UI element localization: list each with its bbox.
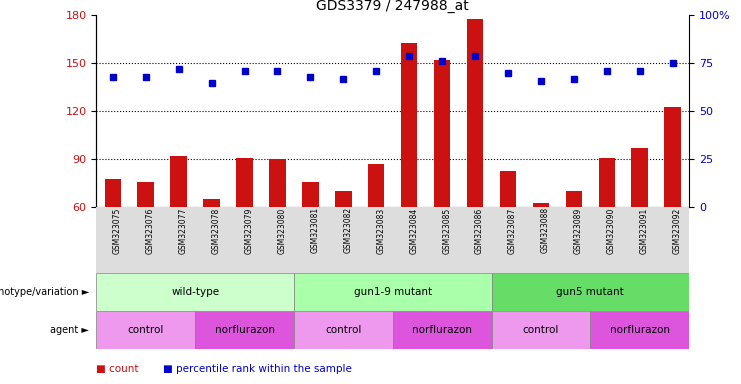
Text: GSM323080: GSM323080 bbox=[277, 207, 287, 253]
Text: control: control bbox=[522, 325, 559, 335]
Text: norflurazon: norflurazon bbox=[610, 325, 670, 335]
Text: gun5 mutant: gun5 mutant bbox=[556, 287, 624, 297]
Bar bbox=[96, 311, 195, 349]
Text: gun1-9 mutant: gun1-9 mutant bbox=[353, 287, 432, 297]
Text: GSM323092: GSM323092 bbox=[673, 207, 682, 253]
Text: GSM323084: GSM323084 bbox=[409, 207, 418, 253]
Bar bbox=[591, 311, 689, 349]
Bar bbox=[599, 158, 615, 207]
Text: GSM323091: GSM323091 bbox=[639, 207, 648, 253]
Title: GDS3379 / 247988_at: GDS3379 / 247988_at bbox=[316, 0, 469, 13]
Text: norflurazon: norflurazon bbox=[412, 325, 472, 335]
Bar bbox=[631, 148, 648, 207]
Text: norflurazon: norflurazon bbox=[215, 325, 274, 335]
Bar bbox=[236, 158, 253, 207]
Bar bbox=[203, 199, 220, 207]
Text: GSM323086: GSM323086 bbox=[475, 207, 484, 253]
Bar bbox=[434, 60, 451, 207]
Text: GSM323085: GSM323085 bbox=[442, 207, 451, 253]
Bar bbox=[170, 156, 187, 207]
Text: GSM323082: GSM323082 bbox=[343, 207, 352, 253]
Text: wild-type: wild-type bbox=[171, 287, 219, 297]
Text: ■ count: ■ count bbox=[96, 364, 139, 374]
Bar bbox=[533, 202, 549, 207]
Bar bbox=[565, 191, 582, 207]
Text: genotype/variation ►: genotype/variation ► bbox=[0, 287, 89, 297]
Text: GSM323083: GSM323083 bbox=[376, 207, 385, 253]
Text: GSM323077: GSM323077 bbox=[179, 207, 187, 254]
Bar bbox=[467, 18, 483, 207]
Text: GSM323088: GSM323088 bbox=[541, 207, 550, 253]
Text: agent ►: agent ► bbox=[50, 325, 89, 335]
Bar bbox=[401, 43, 417, 207]
Text: GSM323079: GSM323079 bbox=[245, 207, 253, 254]
Bar bbox=[491, 273, 689, 311]
Bar bbox=[96, 273, 294, 311]
Bar bbox=[104, 179, 121, 207]
Text: GSM323075: GSM323075 bbox=[113, 207, 122, 254]
Text: ■ percentile rank within the sample: ■ percentile rank within the sample bbox=[163, 364, 352, 374]
Bar bbox=[393, 311, 491, 349]
Bar bbox=[138, 182, 154, 207]
Bar bbox=[195, 311, 294, 349]
Text: GSM323081: GSM323081 bbox=[310, 207, 319, 253]
Text: GSM323089: GSM323089 bbox=[574, 207, 583, 253]
Bar bbox=[491, 311, 591, 349]
Text: GSM323087: GSM323087 bbox=[508, 207, 517, 253]
Bar bbox=[269, 159, 286, 207]
Text: control: control bbox=[127, 325, 164, 335]
Bar bbox=[294, 273, 491, 311]
Bar bbox=[302, 182, 319, 207]
Bar bbox=[294, 311, 393, 349]
Text: GSM323076: GSM323076 bbox=[146, 207, 155, 254]
Text: GSM323090: GSM323090 bbox=[607, 207, 616, 254]
Bar bbox=[665, 106, 681, 207]
Bar bbox=[368, 164, 385, 207]
Bar bbox=[335, 191, 351, 207]
Bar bbox=[499, 170, 516, 207]
Text: GSM323078: GSM323078 bbox=[212, 207, 221, 253]
Text: control: control bbox=[325, 325, 362, 335]
